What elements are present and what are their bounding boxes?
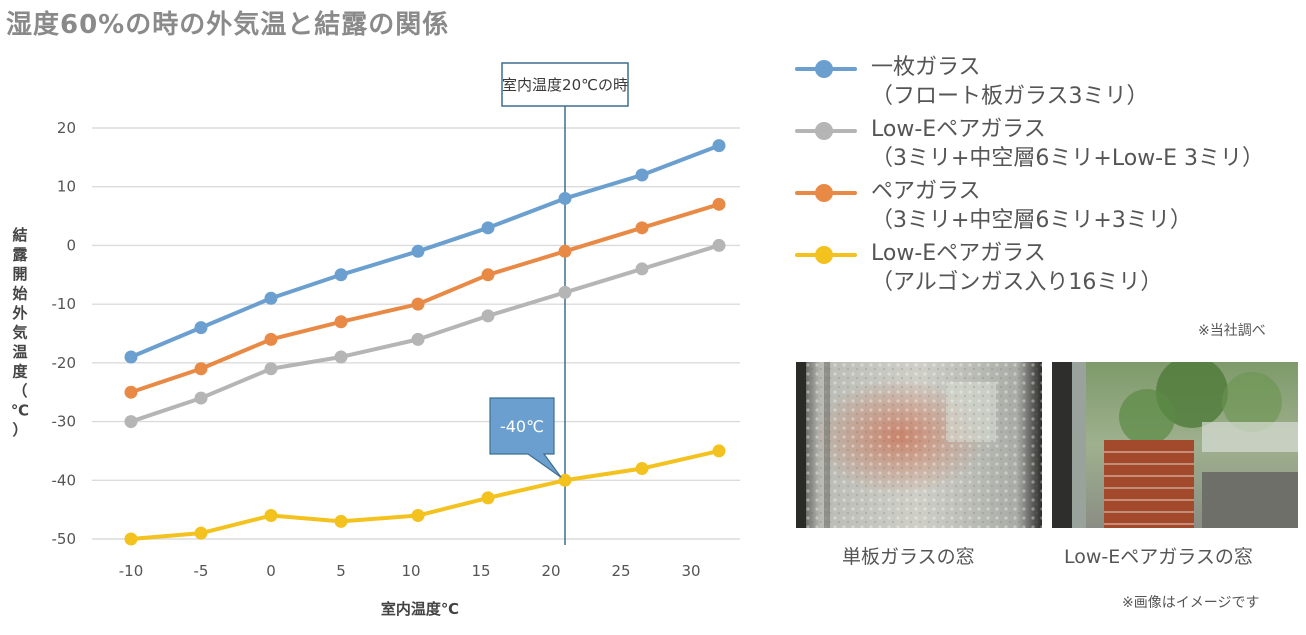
data-point <box>635 168 649 182</box>
reference-label-box <box>501 62 629 107</box>
legend-swatch-dot <box>815 122 833 140</box>
legend-item-2: ペアガラス （3ミリ+中空層6ミリ+3ミリ） <box>795 179 1295 241</box>
data-point <box>635 262 649 276</box>
legend-label: ペアガラス （3ミリ+中空層6ミリ+3ミリ） <box>871 179 1192 233</box>
reference-line-group: 室内温度20℃の時 <box>501 62 629 545</box>
data-point <box>334 350 348 364</box>
source-note: ※当社調べ <box>1198 323 1266 339</box>
data-point <box>558 285 572 299</box>
x-tick-label: 10 <box>401 562 420 580</box>
data-point <box>712 238 726 252</box>
data-point <box>712 444 726 458</box>
data-point <box>124 385 138 399</box>
legend-label: 一枚ガラス （フロート板ガラス3ミリ） <box>871 55 1149 109</box>
photo-caption-single-pane: 単板ガラスの窓 <box>842 546 975 568</box>
data-point <box>481 309 495 323</box>
x-tick-label: 0 <box>266 562 276 580</box>
x-tick-label: 5 <box>336 562 346 580</box>
data-point <box>635 462 649 476</box>
data-point <box>334 514 348 528</box>
low-e-window-photo <box>1052 362 1298 528</box>
legend-label: Low-Eペアガラス （アルゴンガス入り16ミリ） <box>871 241 1163 295</box>
data-point <box>558 473 572 487</box>
series-line-0 <box>130 143 720 359</box>
data-point <box>411 244 425 258</box>
y-tick-label: -40 <box>52 471 77 489</box>
legend-swatch-dot <box>815 60 833 78</box>
series-line-2 <box>130 202 720 395</box>
data-point <box>712 139 726 153</box>
data-point <box>194 391 208 405</box>
data-point <box>411 509 425 523</box>
y-tick-labels: 20 10 0 -10 -20 -30 -40 -50 <box>52 119 77 548</box>
callout-group: -40℃ <box>489 397 562 478</box>
callout-box <box>489 397 562 478</box>
series-line-1 <box>130 243 720 424</box>
data-point <box>124 532 138 546</box>
single-pane-window-photo <box>796 362 1042 528</box>
data-point <box>264 509 278 523</box>
data-point <box>481 268 495 282</box>
series-line-3 <box>130 448 720 541</box>
x-tick-label: 30 <box>681 562 700 580</box>
x-tick-label: 15 <box>471 562 490 580</box>
x-axis-label: 室内温度℃ <box>381 600 459 618</box>
data-point <box>194 526 208 540</box>
data-point <box>558 244 572 258</box>
data-point <box>334 268 348 282</box>
legend-item-1: Low-Eペアガラス （3ミリ+中空層6ミリ+Low-E 3ミリ） <box>795 117 1295 179</box>
legend: 一枚ガラス （フロート板ガラス3ミリ） Low-Eペアガラス （3ミリ+中空層6… <box>795 55 1295 303</box>
x-tick-labels: -10 -5 0 5 10 15 20 25 30 <box>119 562 701 580</box>
data-point <box>264 362 278 376</box>
y-tick-label: -50 <box>52 530 77 548</box>
y-tick-label: -20 <box>52 354 77 372</box>
y-tick-label: 0 <box>66 236 76 254</box>
legend-item-3: Low-Eペアガラス （アルゴンガス入り16ミリ） <box>795 241 1295 303</box>
data-point <box>712 197 726 211</box>
data-point <box>481 491 495 505</box>
data-point <box>124 350 138 364</box>
x-tick-label: -10 <box>119 562 144 580</box>
series-group <box>124 139 726 546</box>
y-tick-label: -30 <box>52 413 77 431</box>
y-tick-label: 20 <box>57 119 76 137</box>
chart-title: 湿度60%の時の外気温と結露の関係 <box>6 10 450 40</box>
reference-label: 室内温度20℃の時 <box>502 76 628 94</box>
legend-item-0: 一枚ガラス （フロート板ガラス3ミリ） <box>795 55 1295 117</box>
data-point <box>558 191 572 205</box>
legend-swatch-dot <box>815 184 833 202</box>
image-note: ※画像はイメージです <box>1122 595 1260 611</box>
y-axis-label: 結露開始外気温度（℃） <box>11 226 29 439</box>
callout-label: -40℃ <box>500 417 544 436</box>
data-point <box>411 297 425 311</box>
x-tick-label: 25 <box>611 562 630 580</box>
data-point <box>411 332 425 346</box>
y-tick-label: 10 <box>57 178 76 196</box>
data-point <box>635 221 649 235</box>
data-point <box>264 291 278 305</box>
legend-label: Low-Eペアガラス （3ミリ+中空層6ミリ+Low-E 3ミリ） <box>871 117 1265 171</box>
y-tick-label: -10 <box>52 295 77 313</box>
x-tick-label: -5 <box>194 562 209 580</box>
x-tick-label: 20 <box>541 562 560 580</box>
data-point <box>481 221 495 235</box>
data-point <box>334 315 348 329</box>
data-point <box>194 321 208 335</box>
data-point <box>264 332 278 346</box>
data-point <box>124 415 138 429</box>
legend-swatch-dot <box>815 246 833 264</box>
data-point <box>194 362 208 376</box>
photo-caption-low-e: Low-Eペアガラスの窓 <box>1064 546 1253 568</box>
